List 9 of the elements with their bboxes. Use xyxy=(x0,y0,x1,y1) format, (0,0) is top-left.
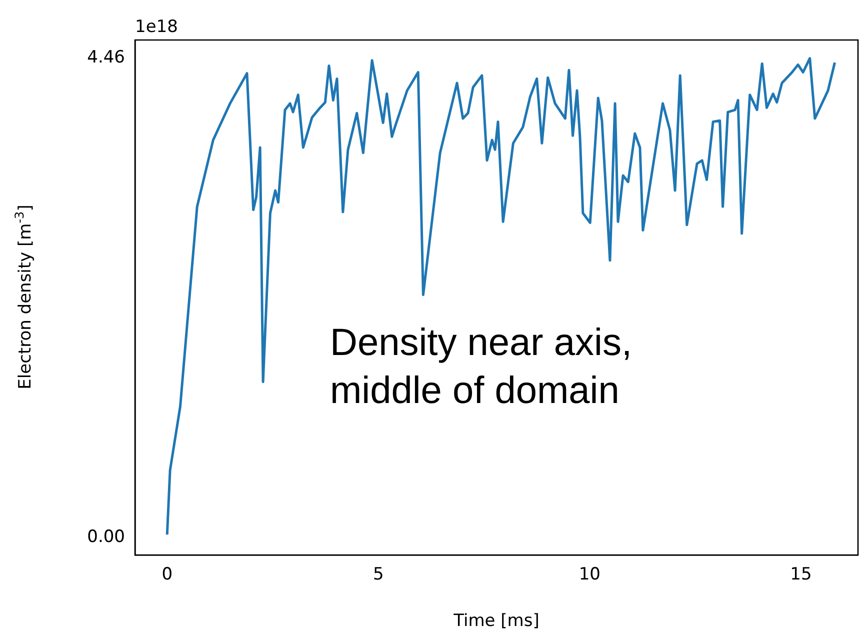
annotation: Density near axis, middle of domain xyxy=(330,322,632,412)
text: 1e18 xyxy=(135,16,178,37)
x-axis-title: Time [ms] xyxy=(452,611,540,632)
x-tick-label: 10 xyxy=(578,564,600,585)
y-tick-label: 0.00 xyxy=(87,527,125,548)
y-tick-label: 4.46 xyxy=(87,48,125,68)
x-tick-label: 5 xyxy=(372,564,384,585)
x-tick-label: 0 xyxy=(162,564,173,585)
x-tick-label: 15 xyxy=(790,564,812,585)
